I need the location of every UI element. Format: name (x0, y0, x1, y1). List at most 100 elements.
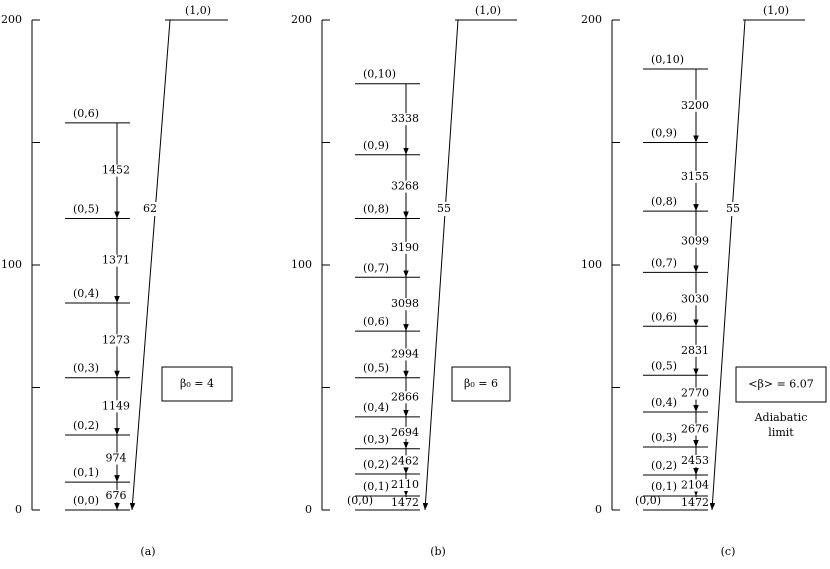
label-bg (101, 164, 131, 177)
transition-label: 1371 (102, 254, 130, 267)
label-bg (101, 254, 131, 267)
level-label: (0,2) (73, 419, 99, 432)
transition-label: 2676 (681, 423, 709, 436)
transition-label: 974 (106, 452, 127, 465)
level-label: (0,1) (651, 480, 677, 493)
box-label: β₀ = 6 (464, 377, 498, 390)
label-bg (390, 391, 420, 404)
label-bg (680, 170, 710, 183)
level-label: (0,1) (73, 466, 99, 479)
level-label: (0,5) (363, 362, 389, 375)
transition-label: 1452 (102, 164, 130, 177)
transition-label: 62 (143, 202, 157, 215)
transition-label: 2462 (391, 454, 419, 467)
transition-label: 1273 (102, 333, 130, 346)
caption: (a) (140, 545, 155, 558)
tick-label: 0 (15, 503, 22, 516)
transition-label: 1149 (102, 399, 130, 412)
transition-label: 2694 (391, 426, 419, 439)
direct-arrow (129, 19, 171, 511)
transition-label: 2453 (681, 454, 709, 467)
box-label: <β> = 6.07 (748, 378, 814, 391)
transition-label: 2770 (681, 387, 709, 400)
direct-arrow (422, 19, 459, 511)
level-label: (0,3) (651, 431, 677, 444)
label-bg (390, 479, 420, 492)
level-label: (1,0) (475, 4, 501, 17)
direct-arrow (709, 19, 746, 511)
level-label: (0,4) (363, 401, 389, 414)
transition-label: 676 (106, 489, 127, 502)
label-bg (680, 99, 710, 112)
label-bg (390, 426, 420, 439)
transition-label: 1472 (681, 496, 709, 509)
caption: (b) (430, 545, 446, 558)
label-box (735, 366, 827, 403)
level-label: (0,7) (651, 256, 677, 269)
tick-label: 100 (1, 258, 22, 271)
tick-label: 0 (595, 503, 602, 516)
transition-label: 3030 (681, 292, 709, 305)
label-bg (680, 497, 710, 510)
label-bg (680, 293, 710, 306)
level-label: (0,1) (363, 480, 389, 493)
level-label: (0,6) (73, 107, 99, 120)
level-label: (1,0) (185, 4, 211, 17)
level-label: (0,5) (73, 202, 99, 215)
tick-label: 200 (1, 13, 22, 26)
label-bg (680, 387, 710, 400)
label-bg (724, 202, 742, 216)
transition-label: 55 (437, 202, 451, 215)
level-label: (0,5) (651, 359, 677, 372)
label-bg (435, 202, 453, 216)
level-label: (0,0) (73, 494, 99, 507)
label-bg (390, 497, 420, 510)
transition-label: 55 (726, 202, 740, 215)
transition-label: 3200 (681, 99, 709, 112)
level-label: (0,8) (651, 195, 677, 208)
label-box (451, 366, 511, 402)
label-bg (680, 455, 710, 467)
label-bg (141, 202, 159, 216)
tick-label: 0 (305, 503, 312, 516)
note: limit (768, 426, 794, 439)
label-bg (680, 479, 710, 492)
transition-label: 2110 (391, 478, 419, 491)
tick-label: 100 (291, 258, 312, 271)
note: Adiabatic (754, 411, 808, 424)
label-bg (101, 490, 131, 503)
caption: (c) (721, 545, 736, 558)
transition-label: 2831 (681, 344, 709, 357)
transition-label: 3155 (681, 170, 709, 183)
transition-label: 3099 (681, 235, 709, 248)
label-bg (680, 235, 710, 248)
level-label: (0,2) (651, 459, 677, 472)
level-label: (0,2) (363, 458, 389, 471)
level-label: (0,4) (651, 396, 677, 409)
label-bg (390, 180, 420, 193)
level-label: (1,0) (763, 4, 789, 17)
transition-label: 3268 (391, 180, 419, 193)
tick-label: 200 (291, 13, 312, 26)
level-label: (0,10) (363, 68, 396, 81)
label-bg (390, 113, 420, 126)
label-bg (101, 452, 131, 465)
level-label: (0,8) (363, 202, 389, 215)
transition-label: 3190 (391, 241, 419, 254)
level-label: (0,7) (363, 261, 389, 274)
label-bg (390, 455, 420, 468)
level-label: (0,4) (73, 287, 99, 300)
label-bg (680, 423, 710, 436)
transition-label: 1472 (391, 496, 419, 509)
level-label: (0,0) (347, 494, 373, 507)
transition-label: 2104 (681, 479, 709, 492)
level-label: (0,0) (635, 494, 661, 507)
transition-label: 2866 (391, 390, 419, 403)
label-bg (390, 348, 420, 361)
label-bg (101, 334, 131, 347)
label-bg (390, 298, 420, 311)
level-label: (0,9) (363, 139, 389, 152)
level-label: (0,3) (363, 433, 389, 446)
label-box (161, 366, 233, 402)
